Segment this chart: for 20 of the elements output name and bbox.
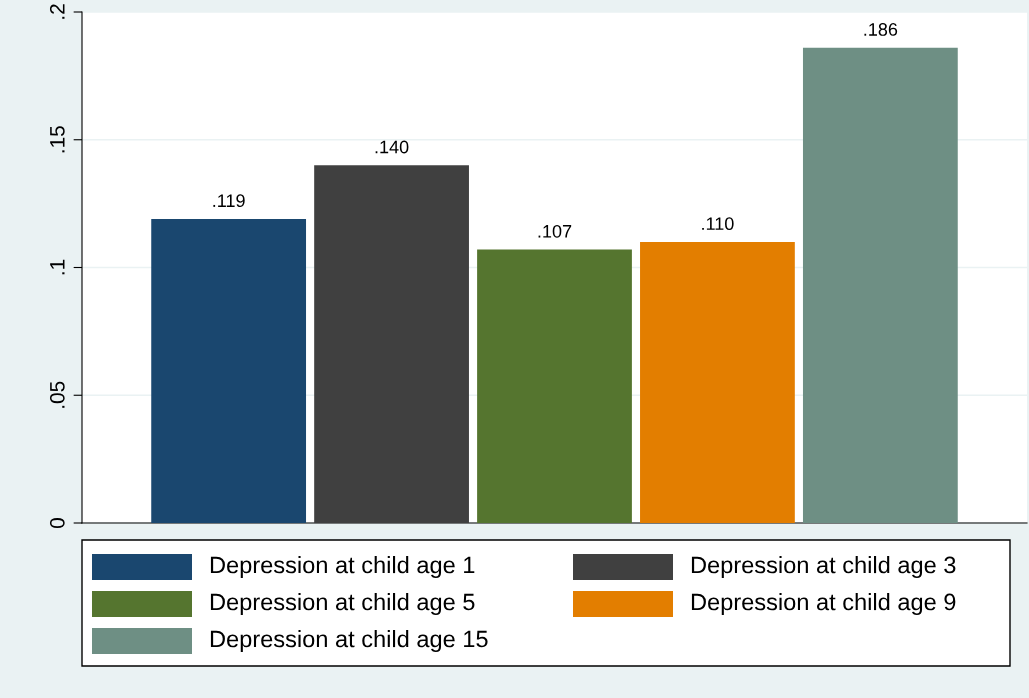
legend-label: Depression at child age 15 [210, 629, 488, 653]
data-label: .110 [702, 217, 734, 231]
bar [640, 241, 795, 523]
data-label: .140 [375, 140, 409, 154]
bar [477, 249, 632, 523]
legend-label: Depression at child age 1 [210, 555, 475, 579]
legend-label: Depression at child age 5 [210, 592, 475, 616]
y-tick-label: .1 [50, 259, 65, 275]
legend-label: Depression at child age 9 [691, 592, 956, 616]
legend-label: Depression at child age 3 [691, 555, 956, 579]
data-label: .107 [538, 224, 572, 238]
data-label: .119 [213, 194, 245, 208]
bar [151, 218, 307, 523]
y-tick-label: .2 [49, 4, 65, 19]
bar [314, 165, 469, 523]
y-tick-label: .05 [49, 381, 65, 408]
y-tick-label: 0 [49, 518, 65, 528]
bar [802, 47, 958, 523]
y-tick-label: .15 [50, 126, 65, 153]
data-label: .186 [864, 23, 898, 36]
